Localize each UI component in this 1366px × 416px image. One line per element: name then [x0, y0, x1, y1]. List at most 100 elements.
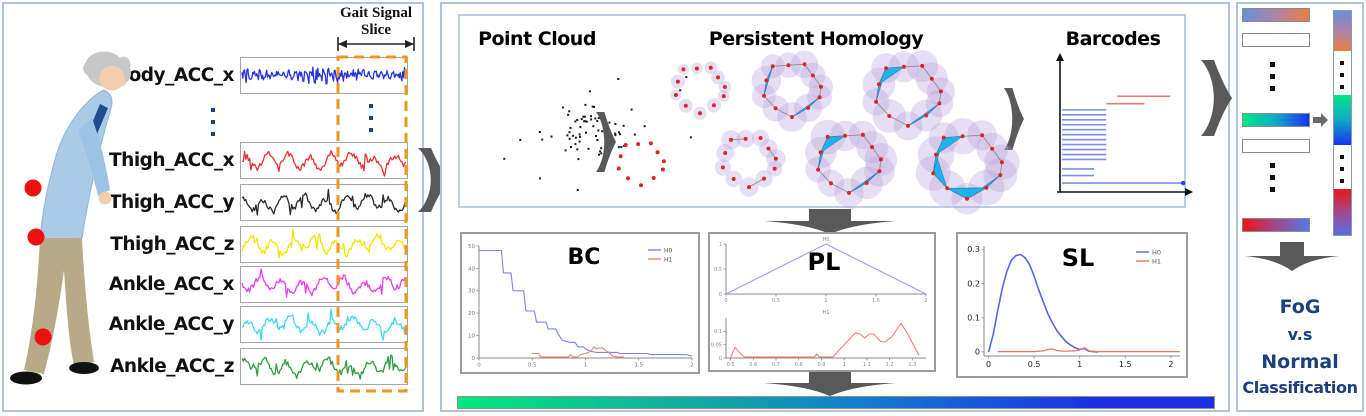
svg-text:0.5: 0.5: [1028, 360, 1041, 369]
ellipsis-dot: [1340, 167, 1344, 171]
classification-label-vs: v.s: [1287, 325, 1313, 344]
filtration-stage: [714, 129, 786, 197]
ellipsis-dot: [369, 104, 373, 108]
gait-slice-label-line2: Slice: [361, 22, 391, 39]
ellipsis-dot: [369, 128, 373, 132]
feature-vector-bar: [1242, 8, 1310, 22]
svg-text:0.6: 0.6: [749, 362, 757, 368]
svg-text:0.5: 0.5: [714, 267, 722, 273]
classification-label-classification: Classification: [1242, 378, 1358, 397]
svg-text:1.5: 1.5: [872, 298, 880, 304]
filtration-stage: [915, 118, 1020, 215]
svg-text:0.9: 0.9: [817, 362, 825, 368]
svg-text:0.1: 0.1: [714, 329, 722, 335]
svg-text:0.5: 0.5: [528, 363, 537, 369]
feature-bar-empty: [1242, 33, 1310, 47]
svg-text:0.05: 0.05: [711, 342, 722, 348]
feature-gradient-bar: [457, 396, 1215, 409]
svg-text:2: 2: [924, 298, 927, 304]
svg-text:50: 50: [468, 244, 475, 250]
svg-text:0.8: 0.8: [795, 362, 803, 368]
signal-label: Thigh_ACC_z: [110, 234, 234, 255]
small-right-arrow-icon: [1313, 113, 1328, 127]
signal-trace-box: [240, 306, 408, 343]
flow-arrow-icon: [418, 148, 449, 212]
stacked-feature-colorbar: [1333, 10, 1352, 236]
svg-text:0: 0: [724, 298, 727, 304]
svg-text:H1: H1: [823, 310, 830, 316]
svg-text:1.2: 1.2: [886, 362, 894, 368]
svg-text:H0: H0: [1152, 248, 1161, 256]
filtration-stage: [616, 141, 666, 188]
elderly-person-figure: [10, 51, 132, 385]
ellipsis-dot: [1270, 163, 1275, 168]
svg-text:1.5: 1.5: [1119, 360, 1132, 369]
betti-curve-chart: 0 0.5 1 1.5 2 0 10 20 30 40 50 BC H0 H1: [460, 232, 700, 374]
filtration-stage: [751, 50, 834, 132]
barcodes-title: Barcodes: [1065, 28, 1161, 50]
sensor-marker-dot: [24, 179, 42, 197]
signal-label: Ankle_ACC_y: [108, 314, 235, 335]
ellipsis-dot: [1270, 74, 1275, 79]
signal-label: Thigh_ACC_y: [108, 192, 235, 213]
down-arrow-icon: [764, 372, 896, 396]
svg-text:0.7: 0.7: [772, 362, 780, 368]
persistence-landscape-chart: 0 0.5 1 1.5 2 0 0.5 1 H0 0.5 0.6 0.7 0.8 0.9 1 1.1 1.2 1.…: [708, 232, 936, 372]
svg-text:PL: PL: [808, 248, 841, 276]
svg-text:1.3: 1.3: [908, 362, 916, 368]
svg-text:0: 0: [719, 292, 722, 298]
ellipsis-dot: [1340, 73, 1344, 77]
tda-pipeline-panel: Point Cloud Persistent Homology Barcodes…: [440, 2, 1230, 412]
classification-label-normal: Normal: [1261, 351, 1339, 373]
svg-text:30: 30: [468, 289, 475, 295]
colorbar-segment: [1334, 189, 1351, 235]
feature-vectors-panel: FoG v.s Normal Classification: [1236, 2, 1364, 412]
ellipsis-dot: [1340, 179, 1344, 183]
homology-subpanel: Point Cloud Persistent Homology Barcodes: [458, 14, 1193, 215]
signal-label: Ankle_ACC_z: [110, 356, 234, 377]
svg-text:40: 40: [468, 266, 475, 272]
svg-text:1: 1: [1077, 360, 1082, 369]
svg-text:0.2: 0.2: [967, 279, 980, 288]
sensor-signals-panel: Gait Signal Slice Body_ACC_x Thigh_ACC_x T…: [2, 2, 424, 412]
filtration-stage: [670, 61, 732, 120]
svg-text:1: 1: [824, 298, 827, 304]
svg-text:0: 0: [719, 356, 722, 362]
left-panel-graphics: [10, 37, 415, 393]
point-cloud-title: Point Cloud: [478, 28, 596, 50]
signal-trace-box: [240, 226, 408, 263]
svg-text:SL: SL: [1062, 244, 1095, 272]
gait-slice-label-line1: Gait Signal: [339, 5, 413, 21]
feature-vector-bar: [1242, 113, 1310, 127]
sensor-marker-dot: [34, 328, 52, 346]
ellipsis-dot: [1270, 187, 1275, 192]
svg-text:0: 0: [975, 348, 980, 357]
svg-text:1.5: 1.5: [634, 363, 643, 369]
ellipsis-dot: [1270, 175, 1275, 180]
svg-text:BC: BC: [568, 245, 601, 270]
svg-text:2: 2: [1168, 360, 1173, 369]
svg-text:1.1: 1.1: [863, 362, 871, 368]
signal-trace-box: [240, 266, 408, 303]
colorbar-segment: [1334, 11, 1351, 51]
classification-label-fog: FoG: [1279, 296, 1321, 318]
svg-text:0.3: 0.3: [967, 245, 980, 254]
ellipsis-dot: [1340, 155, 1344, 159]
svg-text:0.1: 0.1: [967, 314, 980, 323]
svg-text:H1: H1: [1152, 257, 1161, 265]
point-cloud-scatter: [503, 76, 692, 191]
colorbar-segment: [1334, 95, 1351, 145]
ellipsis-dot: [1340, 85, 1344, 89]
svg-text:1: 1: [719, 242, 722, 248]
ellipsis-dot: [1270, 62, 1275, 67]
svg-text:2: 2: [690, 363, 694, 369]
flow-arrow-icon: [1201, 60, 1232, 136]
ellipsis-dot: [211, 120, 215, 124]
svg-text:0.5: 0.5: [727, 362, 735, 368]
filtration-stage: [805, 119, 898, 208]
sensor-marker-dot: [27, 228, 45, 246]
svg-text:1: 1: [584, 363, 588, 369]
feature-vector-bar: [1242, 218, 1310, 232]
svg-text:0: 0: [986, 360, 991, 369]
